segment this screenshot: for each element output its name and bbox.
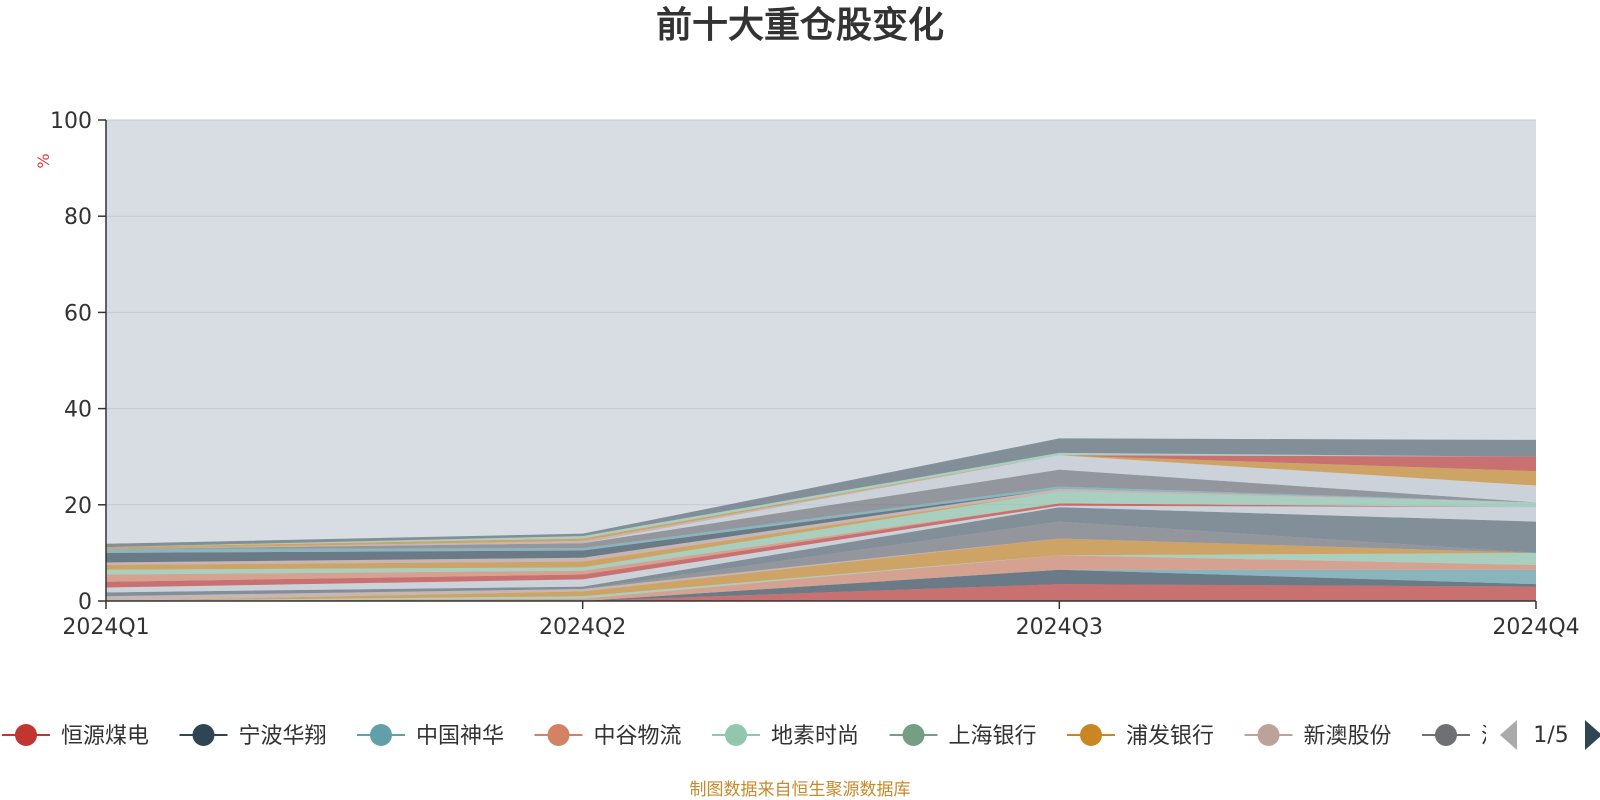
y-tick-label: 0 bbox=[78, 590, 92, 615]
legend-marker-icon bbox=[547, 724, 570, 746]
y-tick-label: 60 bbox=[64, 301, 92, 326]
x-tick-label: 2024Q4 bbox=[1492, 615, 1579, 640]
legend: 恒源煤电 宁波华翔 中国神华 中谷物流 地素时尚 上海银行 浦发银行 新澳股份 济 bbox=[2, 724, 1503, 749]
legend-item[interactable]: 上海银行 bbox=[889, 724, 1037, 749]
legend-item[interactable]: 地素时尚 bbox=[712, 724, 859, 749]
area-series bbox=[106, 555, 1536, 601]
legend-page-indicator: 1/5 bbox=[1533, 723, 1568, 748]
legend-pager: 1/5 bbox=[1500, 720, 1600, 750]
area-series bbox=[106, 503, 1536, 582]
axes: 0 20 40 60 80 100 2024Q1 2024Q2 2024Q3 2024Q4 bbox=[50, 109, 1580, 640]
area-series bbox=[106, 438, 1536, 548]
stacked-areas bbox=[106, 438, 1536, 601]
x-tick-label: 2024Q2 bbox=[539, 615, 626, 640]
area-series bbox=[106, 491, 1536, 575]
y-axis-label: % bbox=[34, 153, 53, 168]
area-series bbox=[106, 455, 1536, 550]
area-series bbox=[106, 486, 1536, 553]
legend-prev-page-icon[interactable] bbox=[1500, 720, 1517, 750]
x-tick-label: 2024Q3 bbox=[1016, 615, 1103, 640]
data-source-note: 制图数据来自恒生聚源数据库 bbox=[690, 780, 911, 800]
x-tick-label: 2024Q1 bbox=[62, 615, 149, 640]
legend-label: 新澳股份 bbox=[1304, 724, 1392, 749]
legend-label: 济 bbox=[1481, 724, 1503, 749]
legend-label: 中国神华 bbox=[416, 724, 504, 749]
legend-marker-icon bbox=[1257, 724, 1280, 746]
legend-item[interactable]: 宁波华翔 bbox=[179, 724, 327, 749]
y-tick-label: 80 bbox=[64, 205, 92, 230]
legend-marker-icon bbox=[1080, 724, 1102, 746]
legend-marker-icon bbox=[725, 724, 747, 746]
legend-marker-icon bbox=[15, 724, 37, 746]
legend-item[interactable]: 浦发银行 bbox=[1067, 724, 1214, 749]
legend-item[interactable]: 恒源煤电 bbox=[2, 724, 149, 749]
area-series bbox=[106, 455, 1536, 548]
legend-marker-icon bbox=[1435, 724, 1457, 746]
legend-item[interactable]: 中谷物流 bbox=[534, 724, 682, 749]
area-series bbox=[106, 469, 1536, 550]
area-series bbox=[106, 488, 1536, 563]
legend-label: 上海银行 bbox=[949, 724, 1037, 749]
legend-label: 浦发银行 bbox=[1126, 724, 1214, 749]
y-tick-label: 100 bbox=[50, 109, 92, 134]
legend-item[interactable]: 中国神华 bbox=[357, 724, 504, 749]
legend-marker-icon bbox=[192, 724, 215, 746]
area-series bbox=[106, 584, 1536, 601]
area-series bbox=[106, 521, 1536, 597]
area-series bbox=[106, 552, 1536, 601]
legend-marker-icon bbox=[370, 724, 392, 746]
legend-item[interactable]: 新澳股份 bbox=[1244, 724, 1392, 749]
area-series bbox=[106, 538, 1536, 601]
legend-next-page-icon[interactable] bbox=[1585, 720, 1600, 750]
legend-label: 地素时尚 bbox=[771, 724, 859, 749]
legend-label: 宁波华翔 bbox=[239, 724, 327, 749]
legend-label: 恒源煤电 bbox=[61, 724, 149, 749]
legend-label: 中谷物流 bbox=[594, 724, 682, 749]
legend-item[interactable]: 济 bbox=[1422, 724, 1503, 749]
area-series bbox=[106, 538, 1536, 601]
legend-marker-icon bbox=[902, 724, 925, 746]
y-tick-label: 20 bbox=[64, 494, 92, 519]
area-series bbox=[106, 505, 1536, 593]
y-tick-label: 40 bbox=[64, 398, 92, 423]
area-series bbox=[106, 569, 1536, 601]
area-series bbox=[106, 507, 1536, 597]
area-series bbox=[106, 569, 1536, 601]
chart-title: 前十大重仓股变化 bbox=[656, 4, 944, 46]
legend-items: 恒源煤电 宁波华翔 中国神华 中谷物流 地素时尚 上海银行 浦发银行 新澳股份 济 bbox=[2, 724, 1503, 749]
